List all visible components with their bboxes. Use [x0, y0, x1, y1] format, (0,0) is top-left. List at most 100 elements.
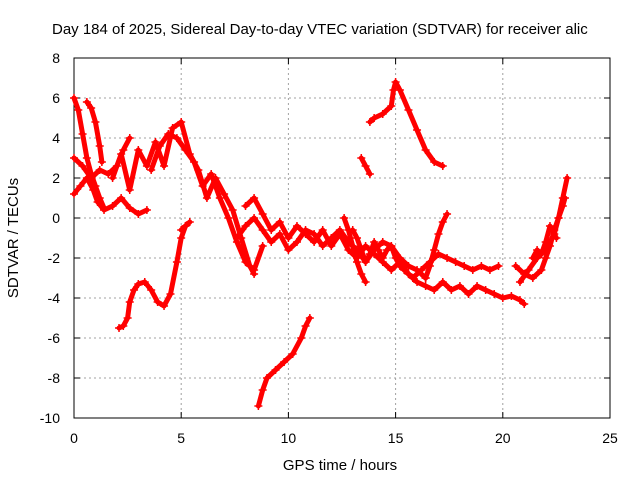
x-axis-label: GPS time / hours — [283, 457, 397, 474]
data-point — [258, 226, 267, 234]
data-point — [147, 286, 156, 294]
data-point — [172, 134, 181, 142]
data-point — [123, 314, 132, 322]
data-point — [232, 234, 241, 242]
y-tick-label: 4 — [52, 130, 60, 146]
data-point — [481, 286, 490, 294]
data-point — [198, 182, 207, 190]
data-point — [224, 214, 233, 222]
data-point — [108, 174, 117, 182]
data-point — [520, 300, 529, 308]
data-point — [142, 206, 151, 214]
y-tick-label: -8 — [48, 370, 61, 386]
x-tick-label: 20 — [495, 430, 511, 446]
data-point — [507, 292, 516, 300]
data-point — [438, 218, 447, 226]
series-line — [71, 175, 150, 217]
y-tick-label: -4 — [48, 290, 61, 306]
data-point — [284, 246, 293, 254]
y-tick-label: 0 — [52, 210, 60, 226]
series-arc-6 — [147, 130, 267, 274]
data-point — [391, 78, 400, 86]
data-point — [533, 246, 542, 254]
data-point — [91, 118, 100, 126]
data-point — [425, 262, 434, 270]
data-point — [301, 226, 310, 234]
series-line — [423, 211, 450, 281]
data-point — [78, 162, 87, 170]
data-point — [164, 130, 173, 138]
data-point — [168, 124, 177, 132]
data-point — [125, 298, 134, 306]
data-point — [545, 222, 554, 230]
data-point — [87, 104, 96, 112]
data-point — [117, 150, 126, 158]
data-point — [455, 282, 464, 290]
data-point — [340, 214, 349, 222]
data-point — [97, 158, 106, 166]
series-arc-15 — [365, 78, 447, 170]
data-point — [104, 170, 113, 178]
data-point — [271, 366, 280, 374]
data-point — [70, 190, 78, 198]
data-point — [378, 254, 387, 262]
data-point — [378, 238, 387, 246]
data-point — [430, 246, 439, 254]
data-point — [404, 262, 413, 270]
data-point — [468, 266, 477, 274]
data-point — [241, 202, 250, 210]
data-point — [357, 246, 366, 254]
data-point — [134, 146, 143, 154]
series-arc-2 — [82, 98, 106, 166]
series-arc-10 — [340, 214, 370, 286]
data-point — [125, 134, 134, 142]
data-point — [387, 102, 396, 110]
data-point — [280, 358, 289, 366]
series-arc-12 — [177, 218, 194, 234]
data-point — [438, 162, 447, 170]
data-point — [288, 350, 297, 358]
data-point — [108, 202, 117, 210]
data-point — [87, 174, 96, 182]
data-point — [554, 214, 563, 222]
data-point — [177, 226, 186, 234]
data-point — [498, 294, 507, 302]
data-point — [443, 210, 452, 218]
data-point — [181, 146, 190, 154]
data-point — [528, 274, 537, 282]
data-point — [473, 282, 482, 290]
data-point — [357, 154, 366, 162]
data-point — [153, 298, 162, 306]
data-point — [125, 204, 134, 212]
data-point — [292, 238, 301, 246]
data-point — [318, 242, 327, 250]
data-point — [563, 174, 572, 182]
data-point — [558, 202, 567, 210]
data-point — [305, 314, 314, 322]
series-group — [70, 78, 572, 410]
data-point — [365, 170, 374, 178]
data-point — [353, 258, 362, 266]
data-point — [202, 194, 211, 202]
data-point — [115, 324, 124, 332]
data-point — [494, 262, 503, 270]
data-point — [430, 158, 439, 166]
data-point — [250, 266, 259, 274]
series-line — [84, 99, 105, 165]
data-point — [413, 126, 422, 134]
data-point — [160, 302, 169, 310]
data-point — [177, 118, 186, 126]
data-point — [417, 266, 426, 274]
data-point — [365, 250, 374, 258]
data-point — [82, 98, 91, 106]
data-point — [250, 194, 259, 202]
data-point — [361, 278, 370, 286]
data-point — [155, 142, 164, 150]
data-point — [511, 262, 520, 270]
data-point — [353, 234, 362, 242]
data-point — [395, 86, 404, 94]
data-point — [215, 194, 224, 202]
data-point — [443, 254, 452, 262]
data-point — [391, 254, 400, 262]
